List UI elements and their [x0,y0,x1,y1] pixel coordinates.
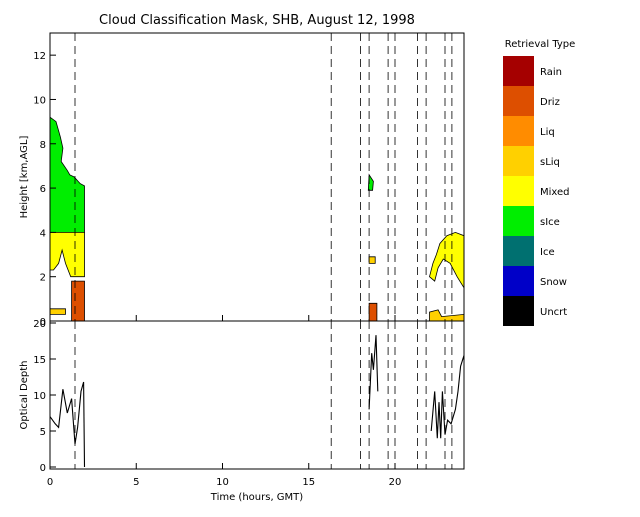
x-tick-label-4: 20 [389,477,402,488]
legend-swatch-mixed [503,176,534,206]
legend-label-ice: Ice [540,247,555,258]
optical-depth-line-1 [368,335,379,410]
legend-label-sice: sIce [540,217,560,228]
legend-label-driz: Driz [540,97,560,108]
top-y-tick-label-3: 6 [40,184,46,195]
legend-label-rain: Rain [540,67,562,78]
top-y-tick-label-0: 0 [40,317,46,328]
bottom-y-tick-label-0: 0 [40,463,46,474]
top-y-tick-label-2: 4 [40,228,46,239]
legend-swatch-rain [503,56,534,86]
region-sliq-5 [368,256,376,264]
classification-regions [49,116,465,322]
x-axis-label: Time (hours, GMT) [210,492,304,503]
bottom-plot-frame [49,320,465,470]
legend-label-snow: Snow [540,277,567,288]
x-tick-label-2: 10 [216,477,229,488]
region-sliq-3 [49,308,66,315]
x-tick-label-0: 0 [47,477,53,488]
bottom-y-tick-label-2: 10 [33,391,46,402]
region-mixed-1 [49,231,85,278]
legend-label-uncrt: Uncrt [540,307,567,318]
bottom-y-axis-label: Optical Depth [19,361,30,430]
x-tick-label-1: 5 [133,477,139,488]
legend: Retrieval Type Rain Driz Liq sLiq Mixed sIce I… [503,39,575,326]
chart-title: Cloud Classification Mask, SHB, August 1… [99,13,415,28]
legend-swatch-snow [503,266,534,296]
legend-swatch-driz [503,86,534,116]
legend-swatch-sice [503,206,534,236]
region-driz-6 [368,302,378,322]
optical-depth-line-0 [49,381,86,468]
legend-title: Retrieval Type [505,39,576,50]
top-dashed-lines [74,33,453,321]
top-y-axis-label: Height [km,AGL] [19,136,30,219]
region-driz-2 [71,280,85,322]
optical-depth-line-2 [430,355,465,439]
top-y-tick-label-5: 10 [33,95,46,106]
top-y-tick-label-6: 12 [33,51,46,62]
legend-label-sliq: sLiq [540,157,560,168]
legend-swatch-uncrt [503,296,534,326]
top-y-tick-label-1: 2 [40,273,46,284]
region-sice-0 [49,116,85,233]
optical-depth-lines [49,335,465,468]
bottom-y-tick-label-1: 5 [40,427,46,438]
legend-label-mixed: Mixed [540,187,570,198]
legend-swatch-ice [503,236,534,266]
x-tick-label-3: 15 [302,477,315,488]
legend-swatch-liq [503,116,534,146]
top-y-tick-label-4: 8 [40,140,46,151]
bottom-y-tick-label-3: 15 [33,355,46,366]
bottom-y-tick-label-4: 20 [33,319,46,330]
top-axes: 0 2 4 6 8 10 12 [33,51,396,328]
legend-swatch-sliq [503,146,534,176]
bottom-dashed-lines [74,321,453,469]
legend-label-liq: Liq [540,127,555,138]
